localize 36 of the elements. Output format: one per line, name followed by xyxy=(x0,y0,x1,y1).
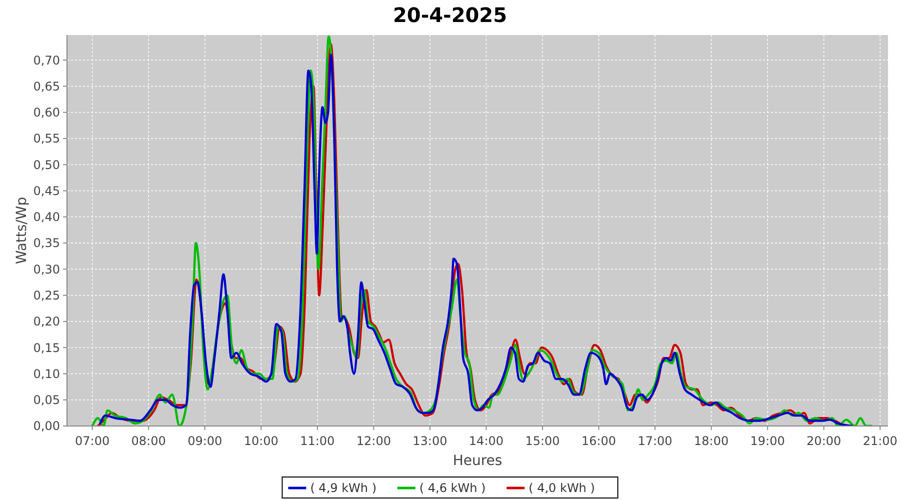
chart-title: 20-4-2025 xyxy=(392,3,508,27)
x-axis-title: Heures xyxy=(452,453,502,469)
x-tick-label: 12:00 xyxy=(356,434,391,448)
y-tick-label: 0,20 xyxy=(33,314,60,329)
legend-label: ( 4,9 kWh ) xyxy=(310,481,377,495)
legend-label: ( 4,6 kWh ) xyxy=(419,481,486,495)
y-tick-label: 0,10 xyxy=(33,366,60,381)
x-tick-label: 19:00 xyxy=(750,434,785,448)
y-tick-label: 0,25 xyxy=(33,288,60,303)
y-tick-label: 0,40 xyxy=(33,210,60,224)
y-tick-label: 0,05 xyxy=(33,393,60,408)
y-tick-label: 0,50 xyxy=(33,158,60,172)
x-tick-label: 21:00 xyxy=(862,434,898,448)
x-tick-label: 16:00 xyxy=(581,434,616,448)
x-tick-label: 11:00 xyxy=(300,434,335,448)
legend-label: ( 4,0 kWh ) xyxy=(528,481,595,495)
y-tick-label: 0,35 xyxy=(33,236,60,250)
x-tick-label: 09:00 xyxy=(188,434,222,448)
x-tick-label: 17:00 xyxy=(638,434,672,448)
y-tick-label: 0,45 xyxy=(33,184,60,198)
y-tick-label: 0,00 xyxy=(33,419,60,434)
x-tick-label: 20:00 xyxy=(806,434,842,448)
x-tick-label: 14:00 xyxy=(468,434,504,448)
x-tick-label: 07:00 xyxy=(75,434,110,448)
x-tick-label: 10:00 xyxy=(244,434,278,448)
y-tick-label: 0,70 xyxy=(33,53,60,68)
y-tick-label: 0,65 xyxy=(33,79,60,94)
x-tick-label: 08:00 xyxy=(131,434,166,448)
y-tick-label: 0,30 xyxy=(33,262,60,276)
y-tick-label: 0,55 xyxy=(33,132,60,146)
y-tick-label: 0,60 xyxy=(33,106,60,120)
x-tick-label: 18:00 xyxy=(694,434,729,448)
x-tick-label: 13:00 xyxy=(412,434,448,448)
x-tick-label: 15:00 xyxy=(525,434,560,448)
y-axis-title: Watts/Wp xyxy=(14,196,30,264)
y-tick-label: 0,15 xyxy=(33,340,60,355)
